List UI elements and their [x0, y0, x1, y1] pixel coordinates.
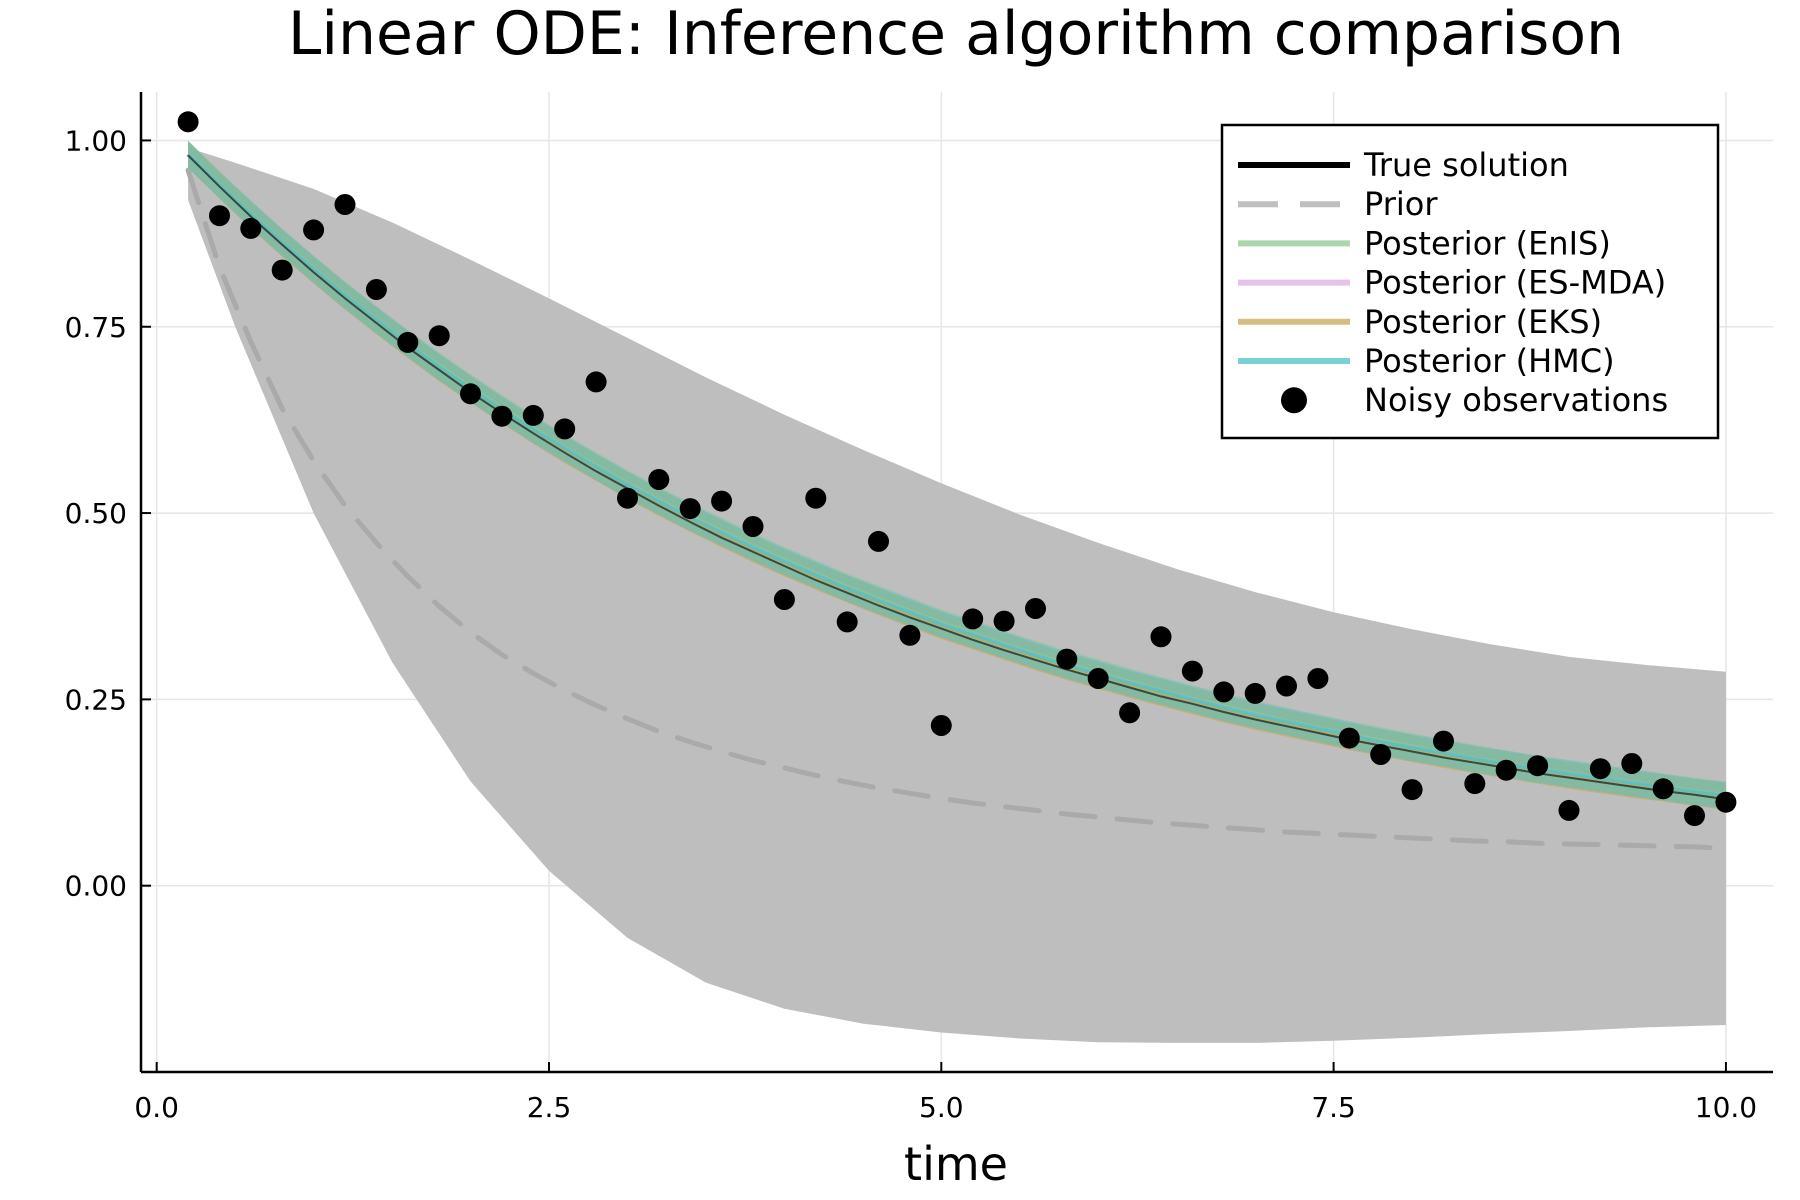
observation-point [491, 405, 513, 427]
observation-point [648, 469, 670, 490]
observation-point [428, 325, 450, 347]
x-axis-title: time [904, 1137, 1008, 1191]
observation-point [1684, 805, 1705, 827]
observation-point [460, 383, 481, 405]
observation-point [365, 279, 387, 300]
prior-band [188, 147, 1726, 1043]
observation-point [1087, 668, 1109, 689]
observation-point [334, 194, 356, 215]
legend-label-observations: Noisy observations [1364, 381, 1668, 419]
x-tick-label: 0.0 [134, 1091, 179, 1124]
y-tick-label: 0.75 [65, 311, 127, 344]
observation-point [617, 487, 638, 509]
observation-point [1495, 759, 1517, 781]
chart-title: Linear ODE: Inference algorithm comparis… [288, 0, 1624, 69]
legend-label-esmda: Posterior (ES-MDA) [1364, 264, 1666, 302]
legend-label-enis: Posterior (EnIS) [1364, 224, 1611, 262]
observation-point [271, 259, 293, 281]
observation-point [711, 490, 733, 512]
legend-label-eks: Posterior (EKS) [1364, 303, 1602, 341]
y-tick-label: 1.00 [65, 124, 127, 157]
observation-point [1150, 626, 1172, 648]
y-tick-label: 0.00 [65, 870, 127, 903]
observation-point [1181, 660, 1203, 682]
axes [139, 92, 1773, 1074]
observation-point [1715, 791, 1737, 813]
observation-point [1056, 648, 1078, 670]
x-tick-label: 10.0 [1695, 1091, 1757, 1124]
observation-point [1652, 778, 1674, 800]
observation-point [1621, 753, 1643, 774]
x-tick-label: 7.5 [1311, 1091, 1356, 1124]
observation-point [209, 205, 230, 227]
observation-point [1401, 779, 1423, 801]
observation-point [522, 404, 544, 426]
observation-point [1119, 702, 1141, 724]
observation-point [773, 589, 795, 610]
y-tick-label: 0.25 [65, 683, 127, 716]
observation-point [554, 418, 576, 440]
y-tick-label: 0.50 [65, 497, 127, 530]
observation-point [1244, 682, 1266, 704]
observation-point [868, 530, 889, 552]
observation-point [805, 487, 827, 509]
observation-point [1464, 773, 1486, 795]
legend-label-prior: Prior [1364, 185, 1438, 223]
observation-point [1558, 799, 1580, 821]
observation-point [1276, 675, 1297, 697]
legend-label-hmc: Posterior (HMC) [1364, 342, 1615, 380]
prior-band-area [188, 147, 1726, 1043]
x-tick-label: 5.0 [919, 1091, 964, 1124]
observation-point [930, 715, 952, 736]
observation-point [1527, 755, 1549, 777]
observation-point [177, 111, 199, 133]
observation-point [742, 516, 764, 537]
observation-point [240, 217, 262, 239]
legend-label-true_solution: True solution [1363, 146, 1569, 184]
observation-point [1307, 668, 1329, 689]
observation-point [1370, 744, 1392, 765]
observation-point [836, 611, 858, 633]
tick-labels: 0.0 2.5 5.0 7.5 10.0 0.00 0.25 0.50 0.75 1.00 [65, 124, 1757, 1124]
observation-point [1433, 730, 1454, 752]
observation-point [1025, 598, 1046, 619]
true-solution-line [187, 154, 1727, 801]
prior-line [185, 167, 1729, 851]
observation-point [1213, 681, 1235, 703]
x-tick-label: 2.5 [527, 1091, 572, 1124]
observation-point [1338, 727, 1360, 749]
posterior-hmc-line [186, 153, 1727, 798]
observation-point [679, 498, 701, 520]
observation-point [962, 608, 984, 630]
observation-point [397, 331, 419, 353]
observation-point [993, 610, 1015, 632]
observation-points [177, 111, 1737, 827]
legend-marker-observations [1281, 387, 1307, 414]
observation-point [899, 624, 921, 646]
observation-point [303, 219, 325, 241]
observation-point [585, 371, 607, 393]
series-lines [185, 140, 1729, 851]
observation-point [1589, 758, 1611, 780]
